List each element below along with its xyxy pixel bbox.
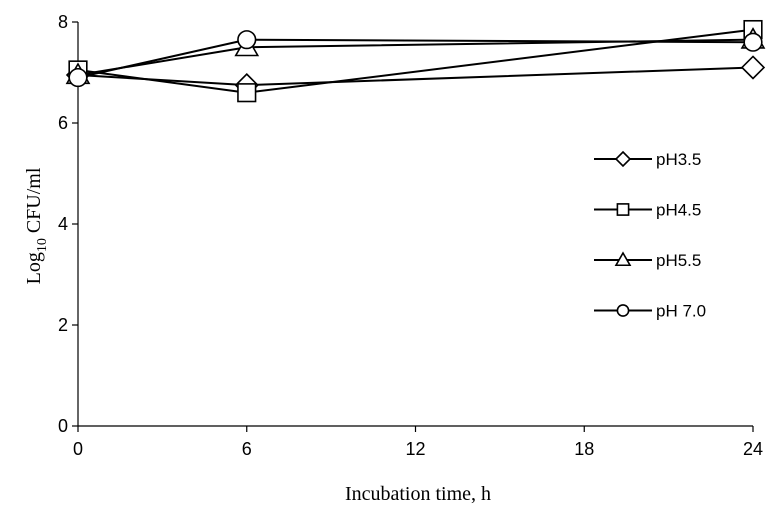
y-tick-label: 8 [58,12,68,32]
y-axis-title: Log10 CFU/ml [23,167,50,284]
series-line [77,28,754,94]
x-axis-title: Incubation time, h [345,483,491,505]
square-data-point [237,83,257,103]
y-axis-title-rest: CFU/ml [23,167,45,238]
legend-label: pH4.5 [656,201,701,220]
series-circle [68,30,763,88]
circle-data-point [68,67,88,88]
legend-label: pH3.5 [656,150,701,169]
diamond-data-point [740,55,766,80]
y-ticks: 0 2 4 6 8 [58,12,78,436]
series-square [68,19,763,103]
y-axis-title-subscript: 10 [35,238,50,252]
diamond-legend-icon [614,150,632,168]
legend: pH3.5 pH4.5 pH5.5 pH 7.0 [594,150,706,321]
x-tick-label: 18 [574,439,594,459]
y-tick-label: 4 [58,214,68,234]
legend-item: pH3.5 [594,150,701,169]
legend-item: pH5.5 [594,251,701,270]
x-tick-label: 24 [743,439,763,459]
x-tick-label: 6 [242,439,252,459]
square-legend-icon [616,203,630,216]
circle-legend-icon [616,304,630,317]
triangle-legend-icon [614,251,632,267]
plot-area [77,22,753,427]
series-line [77,66,754,87]
y-tick-label: 6 [58,113,68,133]
legend-label: pH5.5 [656,251,701,270]
series-diamond [65,55,766,98]
circle-data-point [237,30,257,50]
series-group [65,19,766,103]
circle-data-point [743,32,763,52]
legend-label: pH 7.0 [656,302,706,321]
series-line [77,38,754,77]
y-tick-label: 2 [58,315,68,335]
y-axis-title-main: Log [23,252,45,284]
legend-item: pH4.5 [594,201,701,220]
legend-item: pH 7.0 [594,302,706,321]
x-ticks: 0 6 12 18 24 [73,426,763,459]
x-tick-label: 0 [73,439,83,459]
x-tick-label: 12 [405,439,425,459]
y-tick-label: 0 [58,416,68,436]
